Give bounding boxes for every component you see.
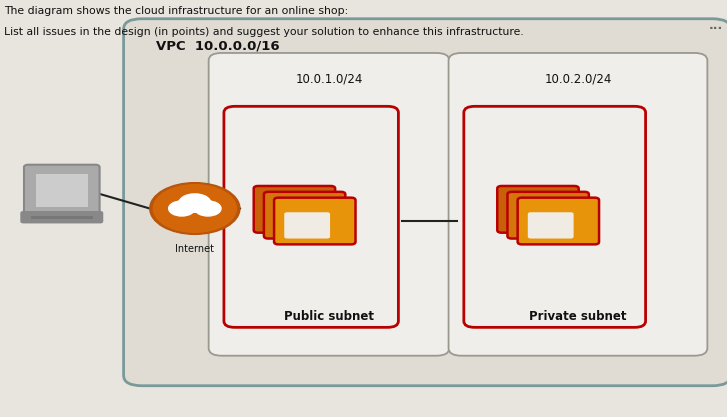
Text: ...: ... <box>709 19 723 32</box>
Circle shape <box>190 199 214 212</box>
FancyBboxPatch shape <box>497 186 579 233</box>
FancyBboxPatch shape <box>507 192 589 239</box>
Text: Internet: Internet <box>175 244 214 254</box>
Text: VPC  10.0.0.0/16: VPC 10.0.0.0/16 <box>156 40 280 53</box>
Text: Gateway: Gateway <box>173 219 217 229</box>
Circle shape <box>179 194 211 212</box>
FancyBboxPatch shape <box>36 173 88 207</box>
FancyBboxPatch shape <box>264 192 345 239</box>
Text: 10.0.1.0/24: 10.0.1.0/24 <box>295 73 363 86</box>
FancyBboxPatch shape <box>528 212 574 239</box>
Text: Private subnet: Private subnet <box>529 310 627 323</box>
FancyBboxPatch shape <box>209 53 449 356</box>
FancyBboxPatch shape <box>518 198 599 244</box>
Circle shape <box>153 185 236 232</box>
FancyBboxPatch shape <box>274 198 356 244</box>
FancyBboxPatch shape <box>24 165 100 216</box>
Text: List all issues in the design (in points) and suggest your solution to enhance t: List all issues in the design (in points… <box>4 27 523 37</box>
FancyBboxPatch shape <box>284 212 330 239</box>
Circle shape <box>176 199 199 212</box>
FancyBboxPatch shape <box>176 206 214 213</box>
FancyBboxPatch shape <box>21 212 103 223</box>
FancyBboxPatch shape <box>31 216 93 219</box>
FancyBboxPatch shape <box>124 19 727 386</box>
FancyBboxPatch shape <box>254 186 335 233</box>
Text: Public subnet: Public subnet <box>284 310 374 323</box>
Circle shape <box>150 183 240 234</box>
Circle shape <box>169 201 195 216</box>
FancyBboxPatch shape <box>449 53 707 356</box>
Text: The diagram shows the cloud infrastructure for an online shop:: The diagram shows the cloud infrastructu… <box>4 6 348 16</box>
Circle shape <box>195 201 221 216</box>
Text: 10.0.2.0/24: 10.0.2.0/24 <box>545 73 611 86</box>
